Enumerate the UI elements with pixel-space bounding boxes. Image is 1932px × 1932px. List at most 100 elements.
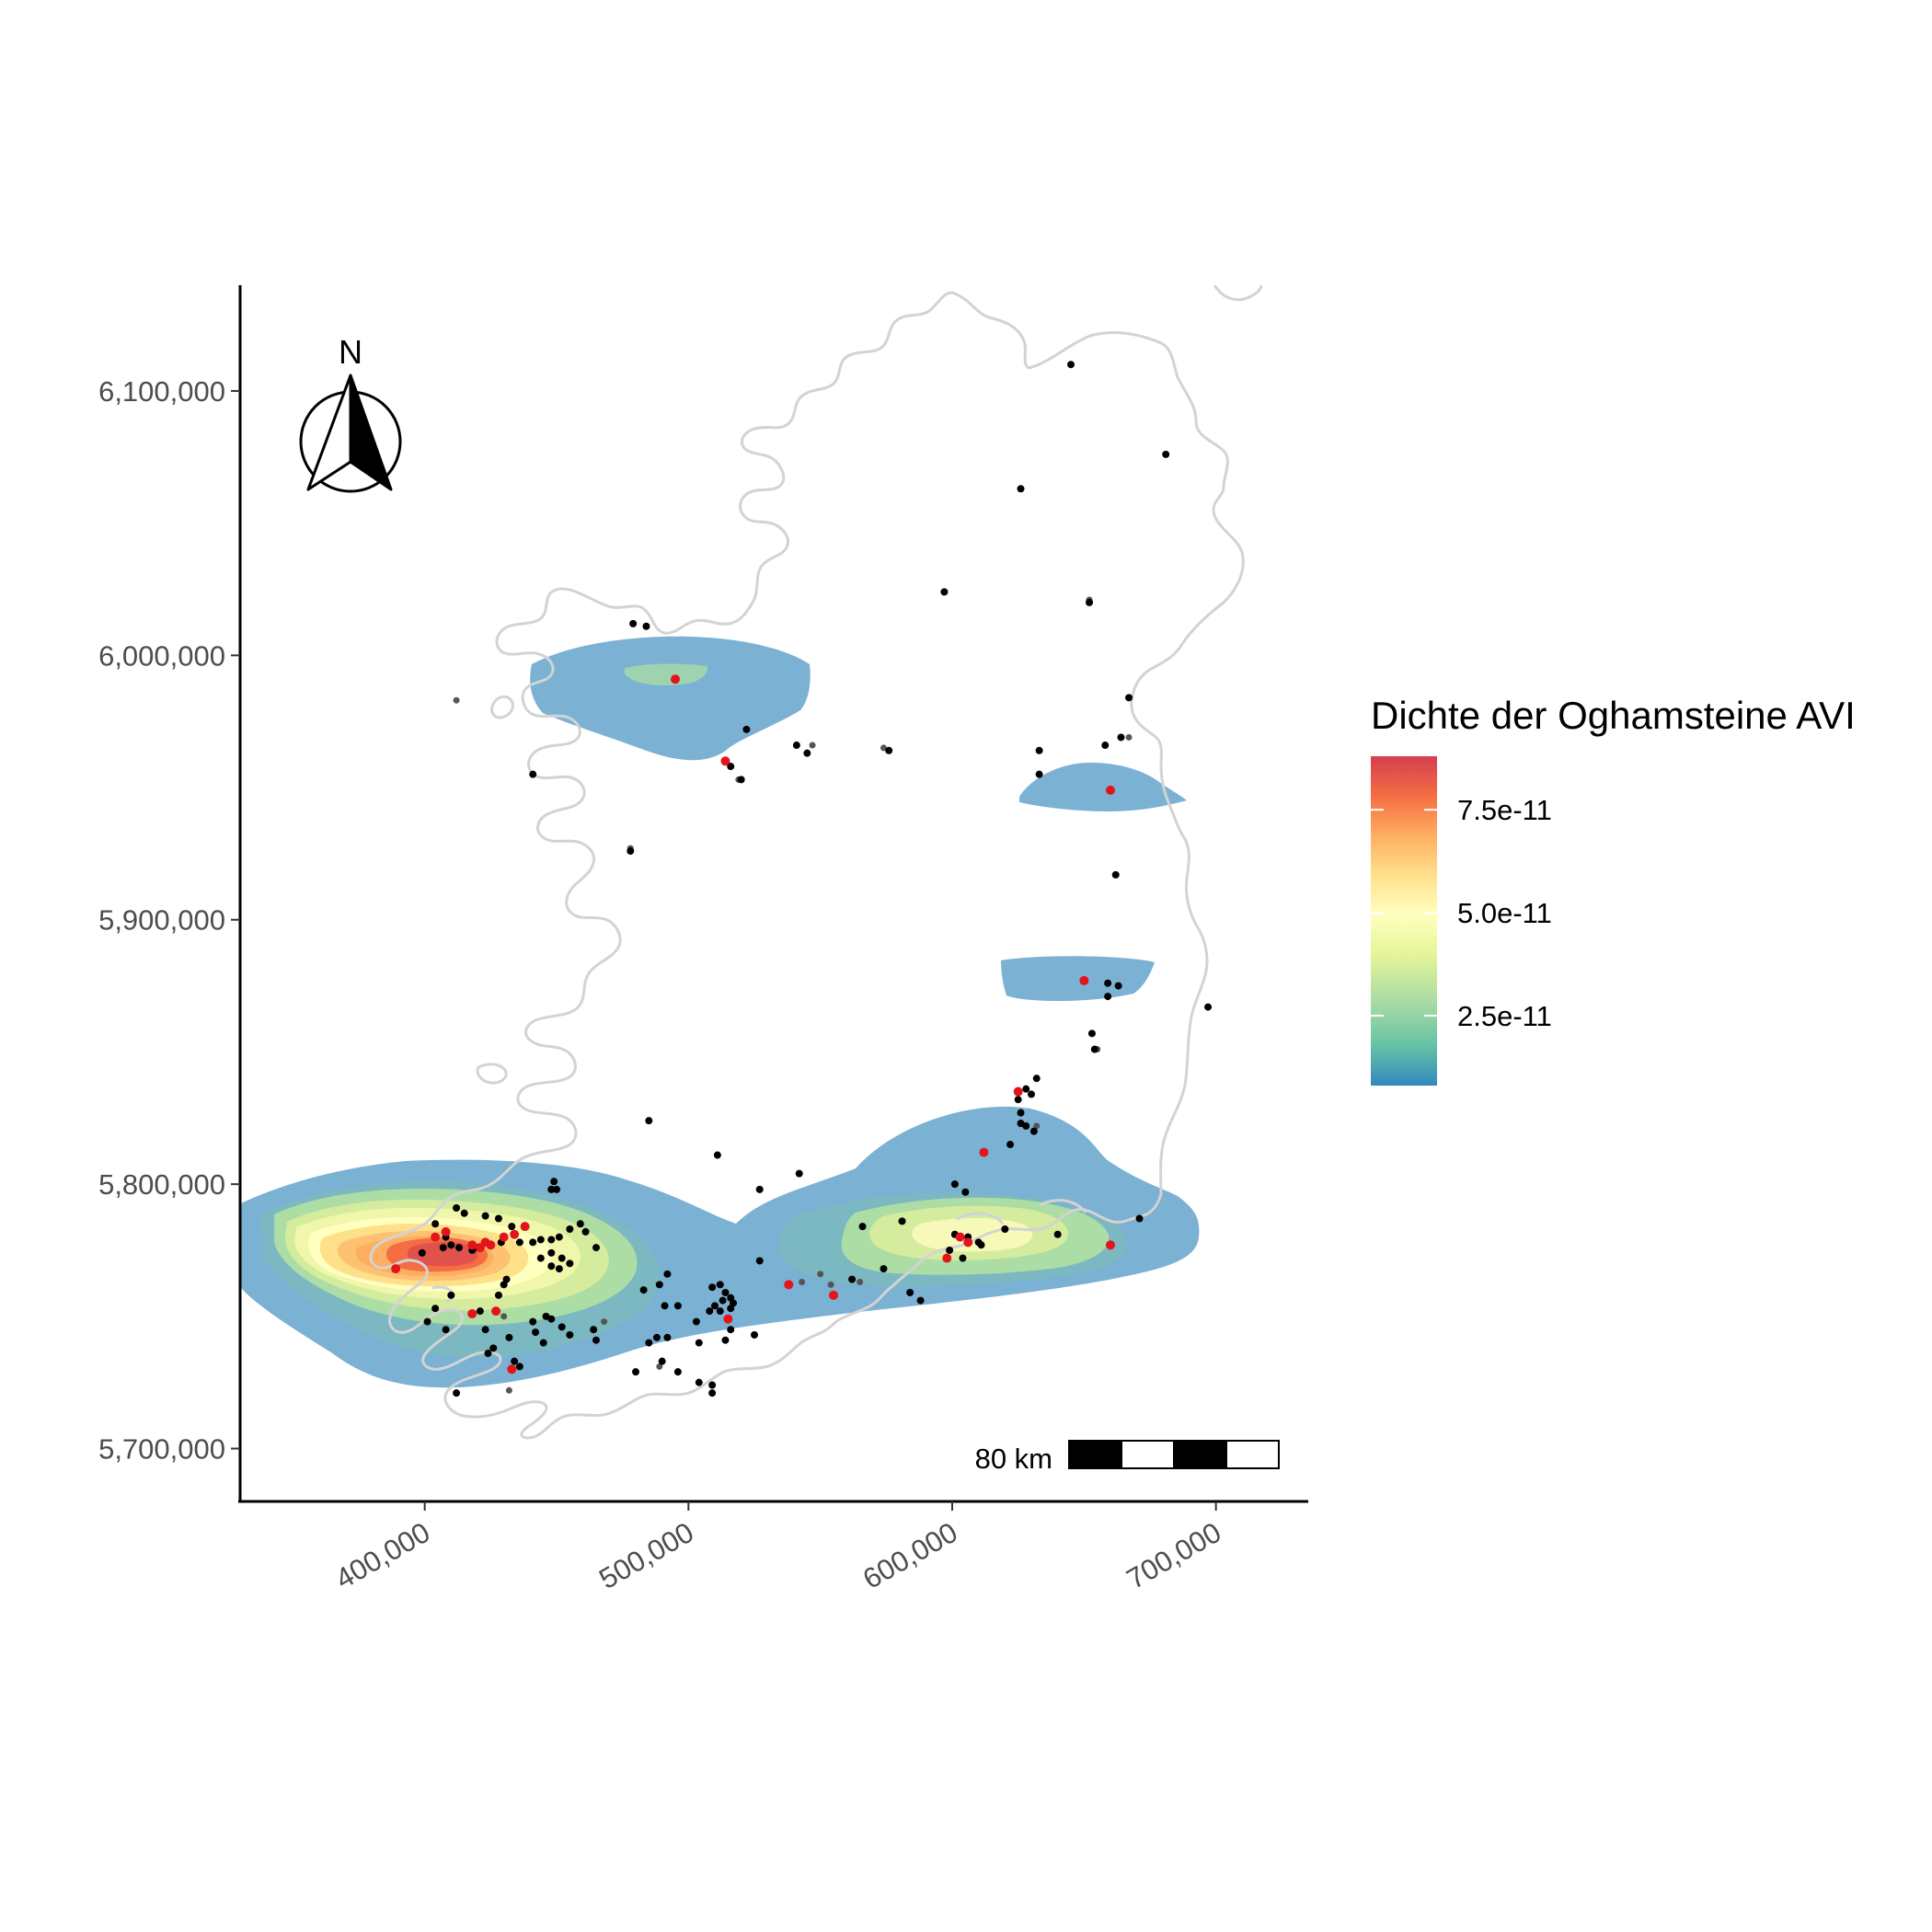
oghamstein-point [505,1333,513,1341]
oghamstein-point-red [942,1253,952,1263]
oghamstein-point [906,1288,914,1296]
oghamstein-point [795,1169,803,1178]
oghamstein-point [515,1363,523,1371]
scale-bar-segment [1068,1440,1122,1469]
legend-break-label: 7.5e-11 [1457,794,1552,826]
oghamstein-point [550,1178,558,1186]
oghamstein-point [442,1326,450,1334]
northeast-coastline [1213,285,1262,302]
oghamstein-point [447,1291,455,1299]
oghamstein-point [711,1302,719,1310]
oghamstein-point [940,588,949,596]
oghamstein-point-red [671,674,680,684]
x-tick-label: 700,000 [1121,1516,1227,1595]
oghamstein-point [642,622,650,630]
oghamstein-point [673,1368,682,1376]
oghamstein-point [695,1378,703,1386]
density-contour [530,636,811,761]
oghamstein-point [719,1296,727,1305]
oghamstein-point [716,1307,724,1316]
ireland-coastline [369,291,1245,1440]
oghamstein-point-red [1106,785,1115,795]
oghamstein-point [532,1328,540,1337]
oghamstein-point-red [499,1232,509,1242]
oghamstein-point [460,1209,468,1217]
oghamstein-point [1022,1085,1030,1093]
oghamstein-point [489,1344,498,1352]
oghamstein-point [453,1389,461,1397]
oghamstein-point [727,763,735,771]
oghamstein-point-red [467,1240,477,1250]
oghamstein-point [708,1389,717,1397]
oghamstein-point [1125,694,1133,702]
legend: Dichte der Oghamsteine AVI 2.5e-11 5.0e-1… [1371,694,1856,1086]
oghamstein-point [1053,1230,1062,1238]
oghamstein-point [1101,742,1110,750]
oghamstein-point [566,1225,574,1233]
oghamstein-point [880,1265,888,1273]
oghamstein-point [494,1291,502,1299]
oghamstein-point [511,1357,519,1365]
oghamstein-point [1035,746,1043,754]
oghamstein-point [639,1286,648,1294]
oghamstein-point [898,1217,906,1225]
oghamstein-point [737,776,745,784]
oghamstein-point [1090,1045,1098,1053]
oghamstein-point-gray [817,1271,824,1278]
oghamstein-point [447,1241,455,1249]
x-tick-label: 500,000 [593,1516,699,1595]
oghamstein-point [529,770,537,778]
oghamstein-point-red [441,1226,451,1236]
west-coast-detail [431,695,514,1304]
oghamstein-point [431,1305,440,1313]
oghamstein-point [1001,1225,1009,1233]
y-axis-ticks: 5,700,000 5,800,000 5,900,000 6,000,000 6,10… [98,375,240,1466]
oghamstein-point-red [1013,1087,1023,1097]
oghamstein-point [645,1339,653,1347]
oghamstein-point-red [963,1237,973,1248]
x-axis-ticks: 400,000 500,000 600,000 700,000 [330,1501,1227,1595]
oghamstein-point [792,742,800,750]
oghamstein-point [566,1259,574,1268]
oghamstein-point [627,847,635,856]
oghamstein-point [558,1254,566,1262]
oghamstein-point [576,1220,584,1228]
oghamstein-point [946,1246,954,1254]
legend-title: Dichte der Oghamsteine AVI [1371,694,1856,737]
oghamstein-point [1104,979,1112,987]
oghamstein-point-red [1079,975,1089,985]
oghamstein-point [632,1368,639,1376]
oghamstein-point [529,1238,537,1247]
oghamstein-point [494,1214,502,1223]
scale-bar-segment [1173,1440,1227,1469]
oghamstein-point [1014,1096,1022,1104]
oghamstein-point [1117,733,1125,742]
plot-panel [241,285,1262,1440]
oghamstein-point [547,1262,556,1271]
oghamstein-point [885,746,893,754]
oghamstein-point-red [491,1306,501,1317]
density-layer [241,636,1200,1388]
oghamstein-point-gray [799,1278,806,1285]
oghamstein-point [536,1236,545,1244]
oghamstein-point [803,749,811,757]
oghamstein-point-gray [857,1278,864,1285]
y-tick-label: 6,100,000 [98,375,225,408]
oghamstein-point [1032,1075,1041,1083]
scale-bar-label: 80 km [975,1443,1052,1475]
oghamstein-point [1017,1109,1025,1117]
oghamstein-point-red [480,1237,490,1248]
x-tick-label: 400,000 [330,1516,436,1595]
oghamstein-point [481,1326,489,1334]
oghamstein-point [661,1302,669,1310]
oghamstein-point [508,1223,516,1231]
coastline-layer [369,285,1262,1440]
scale-bar-segment [1121,1440,1175,1469]
oghamstein-point [673,1302,682,1310]
oghamstein-point [536,1254,545,1262]
oghamstein-point [566,1330,574,1339]
oghamstein-point [751,1330,758,1339]
legend-breaks: 2.5e-11 5.0e-11 7.5e-11 [1371,794,1552,1032]
y-tick-label: 6,000,000 [98,639,225,672]
